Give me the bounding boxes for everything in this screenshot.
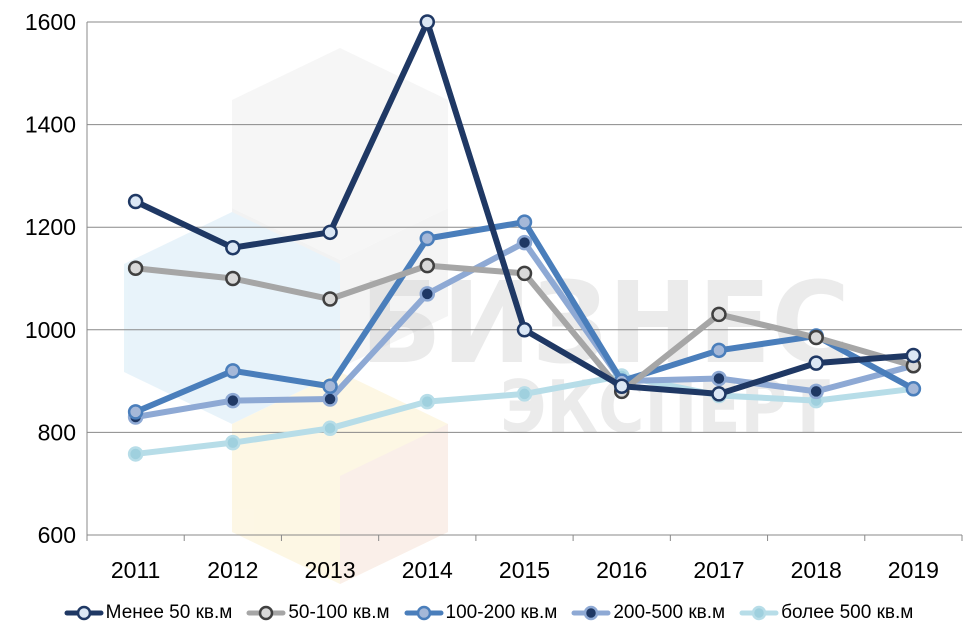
data-point bbox=[711, 342, 727, 359]
data-point bbox=[711, 386, 727, 402]
data-point bbox=[322, 391, 338, 407]
data-point bbox=[225, 239, 241, 256]
data-point bbox=[419, 393, 436, 410]
data-point bbox=[225, 363, 241, 379]
y-tick-label: 1600 bbox=[25, 9, 76, 35]
data-point bbox=[419, 230, 436, 247]
legend-label: 200-500 кв.м bbox=[613, 602, 726, 623]
legend-item-2: 50-100 кв.м bbox=[246, 602, 390, 624]
data-point bbox=[322, 291, 338, 307]
legend-label: 100-200 кв.м bbox=[445, 602, 558, 623]
data-point bbox=[322, 420, 338, 437]
legend-swatch bbox=[404, 605, 444, 621]
x-tick-label: 2018 bbox=[791, 557, 842, 583]
data-point bbox=[516, 386, 533, 402]
x-tick-label: 2014 bbox=[402, 557, 453, 583]
x-tick-label: 2013 bbox=[304, 557, 355, 583]
legend-swatch bbox=[739, 605, 779, 621]
data-point bbox=[225, 434, 241, 451]
data-point bbox=[225, 392, 241, 409]
legend-item-5: более 500 кв.м bbox=[739, 602, 913, 624]
legend-label: более 500 кв.м bbox=[781, 602, 914, 623]
data-point bbox=[613, 378, 630, 394]
y-tick-label: 1000 bbox=[25, 317, 76, 343]
data-point bbox=[127, 446, 144, 462]
legend-swatch bbox=[246, 605, 286, 621]
data-point bbox=[711, 370, 727, 387]
data-point bbox=[905, 381, 922, 397]
legend: Менее 50 кв.м 50-100 кв.м 100-200 кв.м 200-… bbox=[0, 598, 977, 628]
data-point bbox=[516, 322, 533, 338]
data-point bbox=[516, 234, 533, 251]
series-layer bbox=[127, 14, 922, 462]
data-point bbox=[711, 306, 727, 323]
data-point bbox=[808, 383, 824, 400]
data-point bbox=[808, 355, 824, 371]
x-tick-label: 2016 bbox=[596, 557, 647, 583]
data-point bbox=[127, 260, 144, 276]
data-point bbox=[127, 404, 144, 420]
data-point bbox=[322, 224, 338, 241]
x-tick-label: 2019 bbox=[888, 557, 939, 583]
legend-swatch bbox=[64, 605, 104, 621]
series-1 bbox=[127, 14, 922, 402]
y-tick-label: 600 bbox=[38, 522, 76, 548]
x-axis-tick-labels: 2011 2012 2013 2014 2015 2016 2017 2018 2019 bbox=[111, 557, 939, 583]
data-point bbox=[225, 270, 241, 287]
legend-item-4: 200-500 кв.м bbox=[571, 602, 725, 624]
legend-label: 50-100 кв.м bbox=[288, 602, 390, 623]
y-tick-label: 1400 bbox=[25, 112, 76, 138]
legend-item-1: Менее 50 кв.м bbox=[64, 602, 233, 624]
legend-item-3: 100-200 кв.м bbox=[404, 602, 558, 624]
data-point bbox=[419, 286, 436, 302]
data-point bbox=[322, 378, 338, 394]
data-point bbox=[905, 347, 922, 364]
y-tick-label: 800 bbox=[38, 419, 76, 445]
x-tick-label: 2012 bbox=[207, 557, 258, 583]
y-axis-tick-labels: 600 800 1000 1200 1400 1600 bbox=[25, 9, 76, 548]
data-point bbox=[419, 257, 436, 274]
x-tick-label: 2017 bbox=[693, 557, 744, 583]
x-tick-label: 2011 bbox=[111, 557, 160, 583]
data-point bbox=[516, 214, 533, 230]
x-tick-label: 2015 bbox=[499, 557, 550, 583]
data-point bbox=[808, 329, 824, 346]
legend-swatch bbox=[571, 605, 611, 621]
gridlines bbox=[86, 21, 963, 541]
legend-label: Менее 50 кв.м bbox=[105, 602, 233, 623]
series-2 bbox=[127, 257, 922, 400]
data-point bbox=[419, 14, 436, 30]
y-tick-label: 1200 bbox=[25, 214, 76, 240]
data-point bbox=[127, 193, 144, 210]
data-point bbox=[516, 265, 533, 282]
